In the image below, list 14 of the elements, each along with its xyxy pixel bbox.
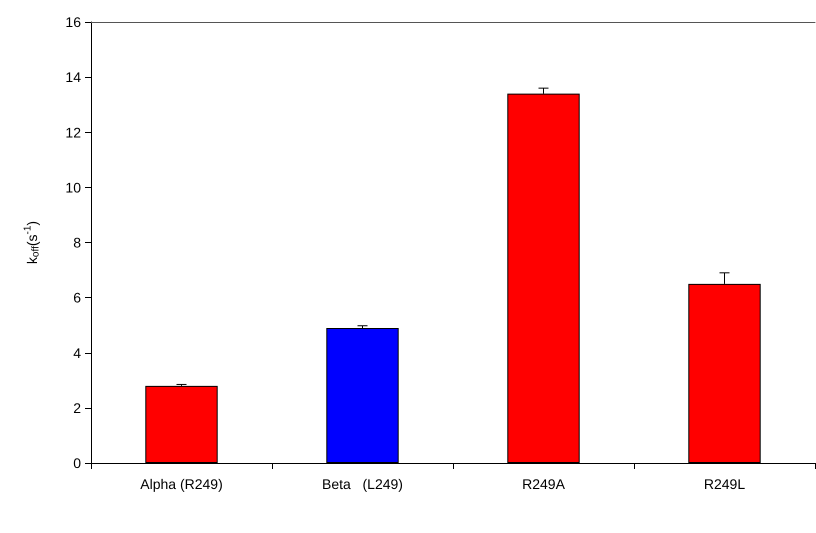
y-tick-label: 10 [65,179,82,196]
y-tick-label: 12 [65,124,82,140]
x-tick-label: Alpha (R249) [140,476,223,492]
x-tick-label: R249L [704,476,746,492]
y-tick-label: 16 [65,14,82,30]
y-tick-label: 2 [73,400,82,416]
y-tick-label: 4 [73,344,82,361]
y-tick-label: 14 [65,69,82,86]
y-tick-label: 0 [73,455,82,471]
y-tick-label: 6 [73,290,82,306]
x-tick-label: R249A [522,476,566,492]
x-tick-label: Beta (L249) [322,476,403,492]
y-axis-title: koff(s-1) [22,220,42,264]
y-tick-label: 8 [73,234,82,250]
